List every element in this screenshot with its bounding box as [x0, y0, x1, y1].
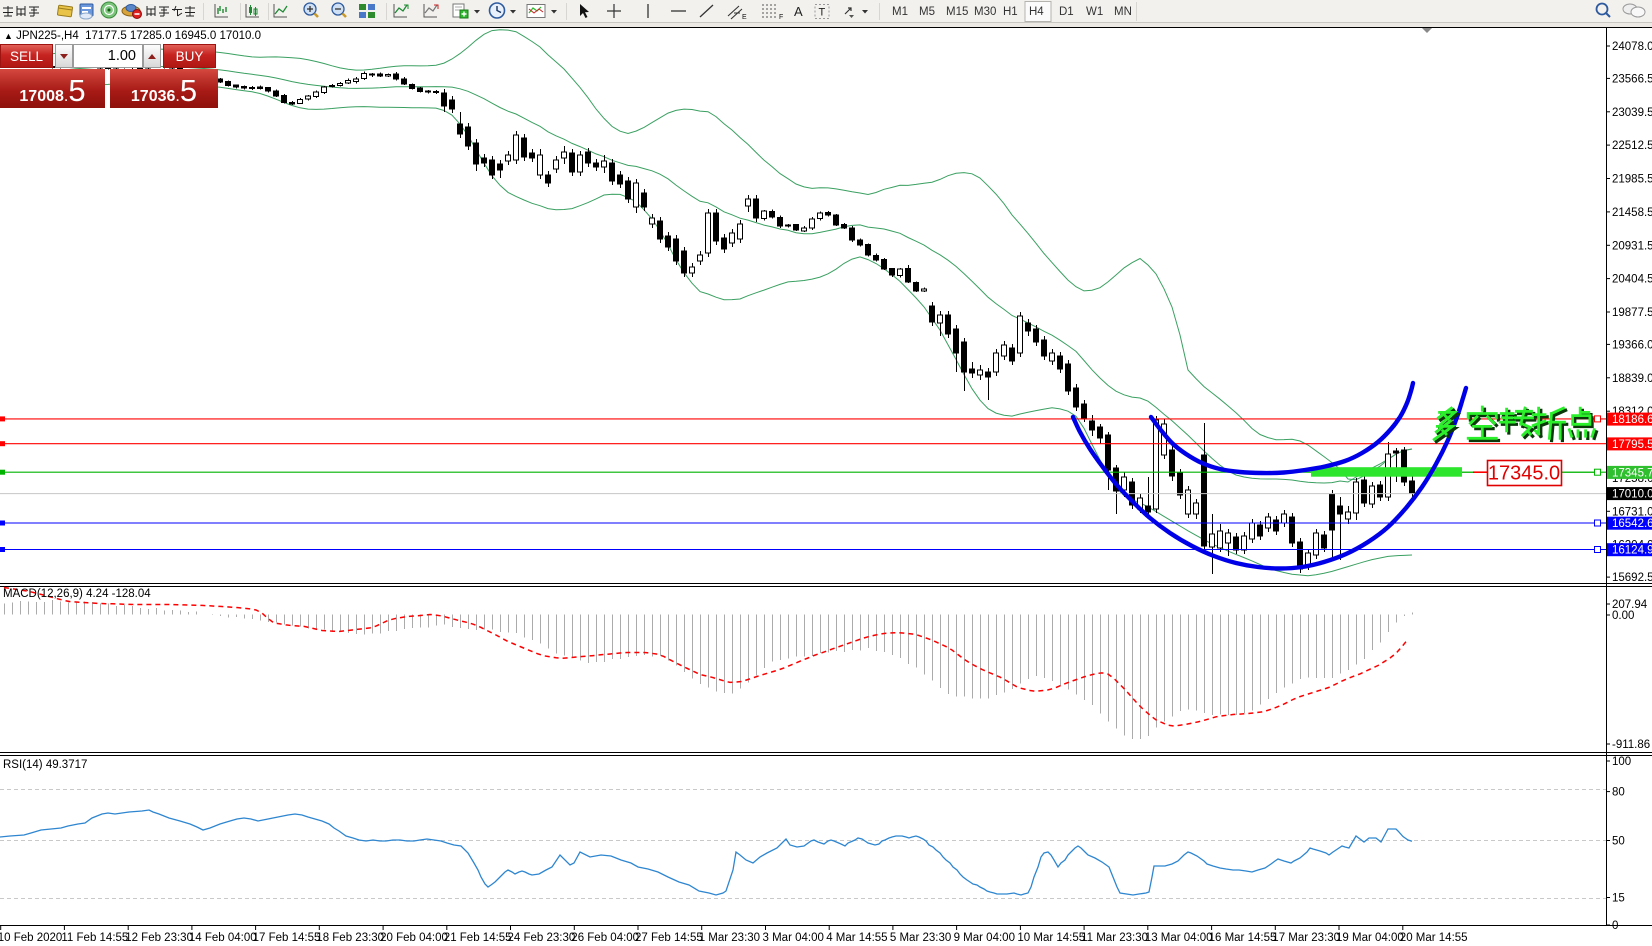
- svg-text:23566.5: 23566.5: [1612, 73, 1652, 85]
- svg-text:21985.5: 21985.5: [1612, 174, 1652, 186]
- svg-text:18839.0: 18839.0: [1612, 373, 1652, 385]
- svg-text:11 Feb 14:55: 11 Feb 14:55: [61, 932, 128, 944]
- svg-text:19366.0: 19366.0: [1612, 339, 1652, 351]
- svg-text:E: E: [742, 14, 747, 21]
- svg-text:M30: M30: [974, 6, 996, 18]
- svg-text:0: 0: [1612, 920, 1618, 932]
- svg-text:17 Feb 14:55: 17 Feb 14:55: [253, 932, 321, 944]
- svg-text:M1: M1: [892, 6, 908, 18]
- svg-text:26 Feb 04:00: 26 Feb 04:00: [571, 932, 639, 944]
- svg-text:M15: M15: [946, 6, 968, 18]
- svg-text:27 Feb 14:55: 27 Feb 14:55: [635, 932, 703, 944]
- svg-text:100: 100: [1612, 756, 1631, 768]
- svg-text:18186.6: 18186.6: [1612, 414, 1652, 426]
- svg-text:W1: W1: [1086, 6, 1103, 18]
- svg-text:M5: M5: [919, 6, 935, 18]
- svg-text:12 Feb 23:30: 12 Feb 23:30: [125, 932, 193, 944]
- svg-text:A: A: [794, 4, 803, 19]
- svg-text:H1: H1: [1003, 6, 1018, 18]
- svg-text:16 Mar 14:55: 16 Mar 14:55: [1209, 932, 1277, 944]
- svg-text:20931.5: 20931.5: [1612, 240, 1652, 252]
- svg-text:13 Mar 04:00: 13 Mar 04:00: [1145, 932, 1213, 944]
- svg-text:50: 50: [1612, 836, 1625, 848]
- svg-text:3 Mar 04:00: 3 Mar 04:00: [763, 932, 824, 944]
- svg-text:24 Feb 23:30: 24 Feb 23:30: [508, 932, 576, 944]
- svg-text:24078.0: 24078.0: [1612, 41, 1652, 53]
- svg-text:16731.0: 16731.0: [1612, 506, 1652, 518]
- svg-text:17010.0: 17010.0: [1612, 489, 1652, 501]
- svg-text:21 Feb 14:55: 21 Feb 14:55: [444, 932, 512, 944]
- svg-text:16124.9: 16124.9: [1612, 545, 1652, 557]
- svg-text:19 Mar 04:00: 19 Mar 04:00: [1336, 932, 1404, 944]
- svg-text:5 Mar 23:30: 5 Mar 23:30: [890, 932, 951, 944]
- svg-text:MN: MN: [1114, 6, 1132, 18]
- svg-text:10 Feb 2020: 10 Feb 2020: [0, 932, 62, 944]
- svg-text:T: T: [819, 7, 826, 19]
- svg-text:11 Mar 23:30: 11 Mar 23:30: [1081, 932, 1148, 944]
- svg-text:17 Mar 23:30: 17 Mar 23:30: [1272, 932, 1340, 944]
- svg-text:H4: H4: [1029, 6, 1044, 18]
- svg-text:D1: D1: [1059, 6, 1074, 18]
- svg-text:16542.6: 16542.6: [1612, 518, 1652, 530]
- svg-text:15692.5: 15692.5: [1612, 572, 1652, 584]
- svg-text:23039.5: 23039.5: [1612, 107, 1652, 119]
- svg-text:17345.7: 17345.7: [1612, 467, 1652, 479]
- svg-text:1 Mar 23:30: 1 Mar 23:30: [699, 932, 760, 944]
- svg-text:20 Feb 04:00: 20 Feb 04:00: [380, 932, 448, 944]
- svg-text:207.94: 207.94: [1612, 599, 1648, 611]
- svg-text:4 Mar 14:55: 4 Mar 14:55: [826, 932, 887, 944]
- svg-text:17345.0: 17345.0: [1488, 463, 1560, 485]
- svg-text:17795.5: 17795.5: [1612, 439, 1652, 451]
- svg-text:20 Mar 14:55: 20 Mar 14:55: [1400, 932, 1468, 944]
- svg-text:15: 15: [1612, 893, 1625, 905]
- svg-text:9 Mar 04:00: 9 Mar 04:00: [954, 932, 1015, 944]
- svg-text:MACD(12,26,9) 4.24 -128.04: MACD(12,26,9) 4.24 -128.04: [3, 588, 151, 600]
- svg-text:14 Feb 04:00: 14 Feb 04:00: [189, 932, 257, 944]
- svg-text:80: 80: [1612, 787, 1625, 799]
- svg-text:21458.5: 21458.5: [1612, 207, 1652, 219]
- svg-text:18 Feb 23:30: 18 Feb 23:30: [316, 932, 384, 944]
- svg-text:F: F: [779, 14, 783, 21]
- svg-text:22512.5: 22512.5: [1612, 140, 1652, 152]
- svg-text:RSI(14) 49.3717: RSI(14) 49.3717: [3, 759, 87, 771]
- svg-text:19877.5: 19877.5: [1612, 307, 1652, 319]
- svg-text:10 Mar 14:55: 10 Mar 14:55: [1017, 932, 1085, 944]
- svg-text:0.00: 0.00: [1612, 610, 1634, 622]
- svg-text:20404.5: 20404.5: [1612, 274, 1652, 286]
- svg-text:-911.86: -911.86: [1612, 739, 1650, 751]
